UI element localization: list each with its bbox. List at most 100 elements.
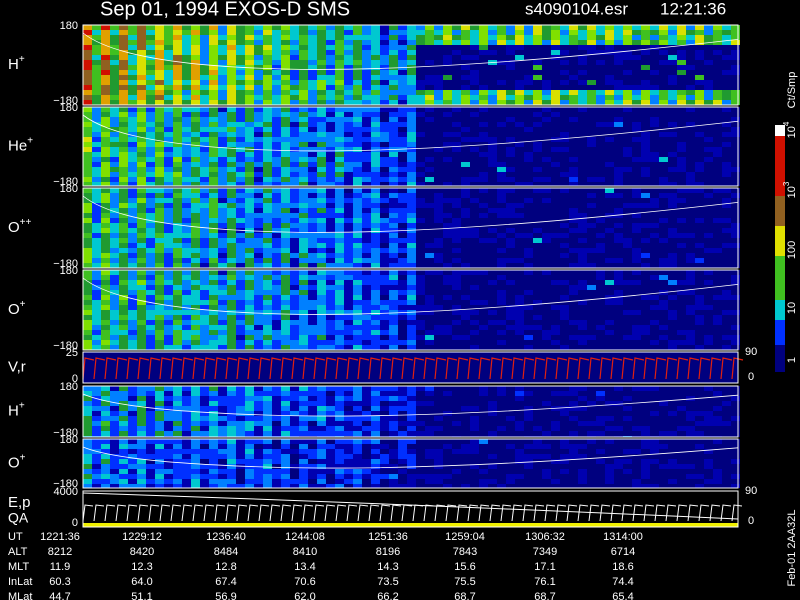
spectrogram-cell <box>362 55 371 60</box>
spectrogram-cell <box>200 100 209 105</box>
spectrogram-cell <box>155 243 164 248</box>
spectrogram-cell <box>308 270 317 275</box>
spectrogram-cell <box>101 70 110 75</box>
spectrogram-cell <box>587 253 596 258</box>
spectrogram-cell <box>362 25 371 30</box>
spectrogram-cell <box>398 70 407 75</box>
spectrogram-cell <box>605 162 614 167</box>
spectrogram-cell <box>371 95 380 100</box>
spectrogram-cell <box>380 100 389 105</box>
spectrogram-cell <box>110 85 119 90</box>
spectrogram-cell <box>200 167 209 172</box>
spectrogram-cell <box>119 300 128 305</box>
spectrogram-cell <box>254 100 263 105</box>
spectrogram-cell <box>650 45 659 50</box>
spectrogram-cell <box>569 345 578 350</box>
spectrogram-cell <box>191 147 200 152</box>
spectrogram-cell <box>182 263 191 268</box>
spectrogram-cell <box>290 132 299 137</box>
spectrogram-cell <box>677 162 686 167</box>
spectrogram-cell <box>182 320 191 325</box>
spectrogram-cell <box>596 162 605 167</box>
spectrogram-cell <box>380 177 389 182</box>
spectrogram-cell <box>218 325 227 330</box>
spectrogram-cell <box>155 112 164 117</box>
spectrogram-cell <box>371 85 380 90</box>
spectrogram-cell <box>137 258 146 263</box>
spectrogram-cell <box>632 45 641 50</box>
spectrogram-cell <box>551 310 560 315</box>
spectrogram-cell <box>695 248 704 253</box>
spectrogram-cell <box>146 305 155 310</box>
spectrogram-cell <box>587 162 596 167</box>
spectrogram-cell <box>227 406 236 411</box>
spectrogram-cell <box>146 50 155 55</box>
spectrogram-cell <box>101 45 110 50</box>
spectrogram-cell <box>299 330 308 335</box>
spectrogram-cell <box>209 426 218 431</box>
spectrogram-cell <box>182 275 191 280</box>
spectrogram-cell <box>461 335 470 340</box>
spectrogram-cell <box>128 90 137 95</box>
spectrogram-cell <box>641 177 650 182</box>
spectrogram-cell <box>398 142 407 147</box>
spectrogram-cell <box>425 182 434 186</box>
spectrogram-cell <box>308 391 317 396</box>
spectrogram-cell <box>443 280 452 285</box>
spectrogram-cell <box>677 132 686 137</box>
spectrogram-cell <box>632 198 641 203</box>
spectrogram-cell <box>506 70 515 75</box>
spectrogram-cell <box>272 253 281 258</box>
spectrogram-cell <box>110 80 119 85</box>
spectrogram-cell <box>200 270 209 275</box>
spectrogram-cell <box>407 142 416 147</box>
spectrogram-cell <box>416 177 425 182</box>
spectrogram-cell <box>362 60 371 65</box>
spectrogram-cell <box>353 95 362 100</box>
spectrogram-cell <box>353 258 362 263</box>
spectrogram-cell <box>209 421 218 426</box>
spectrogram-cell <box>668 263 677 268</box>
spectrogram-cell <box>533 50 542 55</box>
spectrogram-cell <box>542 258 551 263</box>
spectrogram-cell <box>371 285 380 290</box>
spectrogram-cell <box>119 90 128 95</box>
spectrogram-cell <box>272 65 281 70</box>
spectrogram-cell <box>335 65 344 70</box>
spectrogram-cell <box>695 320 704 325</box>
spectrogram-cell <box>659 55 668 60</box>
spectrogram-cell <box>101 300 110 305</box>
spectrogram-cell <box>596 285 605 290</box>
spectrogram-cell <box>290 391 299 396</box>
spectrogram-cell <box>290 270 299 275</box>
spectrogram-cell <box>173 345 182 350</box>
spectrogram-cell <box>533 142 542 147</box>
spectrogram-cell <box>623 253 632 258</box>
spectrogram-cell <box>290 305 299 310</box>
spectrogram-cell <box>110 177 119 182</box>
spectrogram-cell <box>632 177 641 182</box>
spectrogram-cell <box>533 30 542 35</box>
spectrogram-cell <box>317 182 326 186</box>
spectrogram-cell <box>650 335 659 340</box>
spectrogram-cell <box>524 218 533 223</box>
spectrogram-cell <box>551 238 560 243</box>
spectrogram-cell <box>344 295 353 300</box>
spectrogram-cell <box>155 50 164 55</box>
spectrogram-cell <box>443 198 452 203</box>
spectrogram-cell <box>281 213 290 218</box>
spectrogram-cell <box>596 233 605 238</box>
spectrogram-cell <box>272 243 281 248</box>
spectrogram-cell <box>533 258 542 263</box>
spectrogram-cell <box>191 248 200 253</box>
spectrogram-cell <box>200 35 209 40</box>
spectrogram-cell <box>605 223 614 228</box>
spectrogram-cell <box>623 100 632 105</box>
spectrogram-cell <box>650 188 659 193</box>
spectrogram-cell <box>722 188 731 193</box>
spectrogram-cell <box>497 25 506 30</box>
spectrogram-cell <box>272 218 281 223</box>
spectrogram-cell <box>677 320 686 325</box>
spectrogram-cell <box>335 198 344 203</box>
spectrogram-cell <box>695 80 704 85</box>
